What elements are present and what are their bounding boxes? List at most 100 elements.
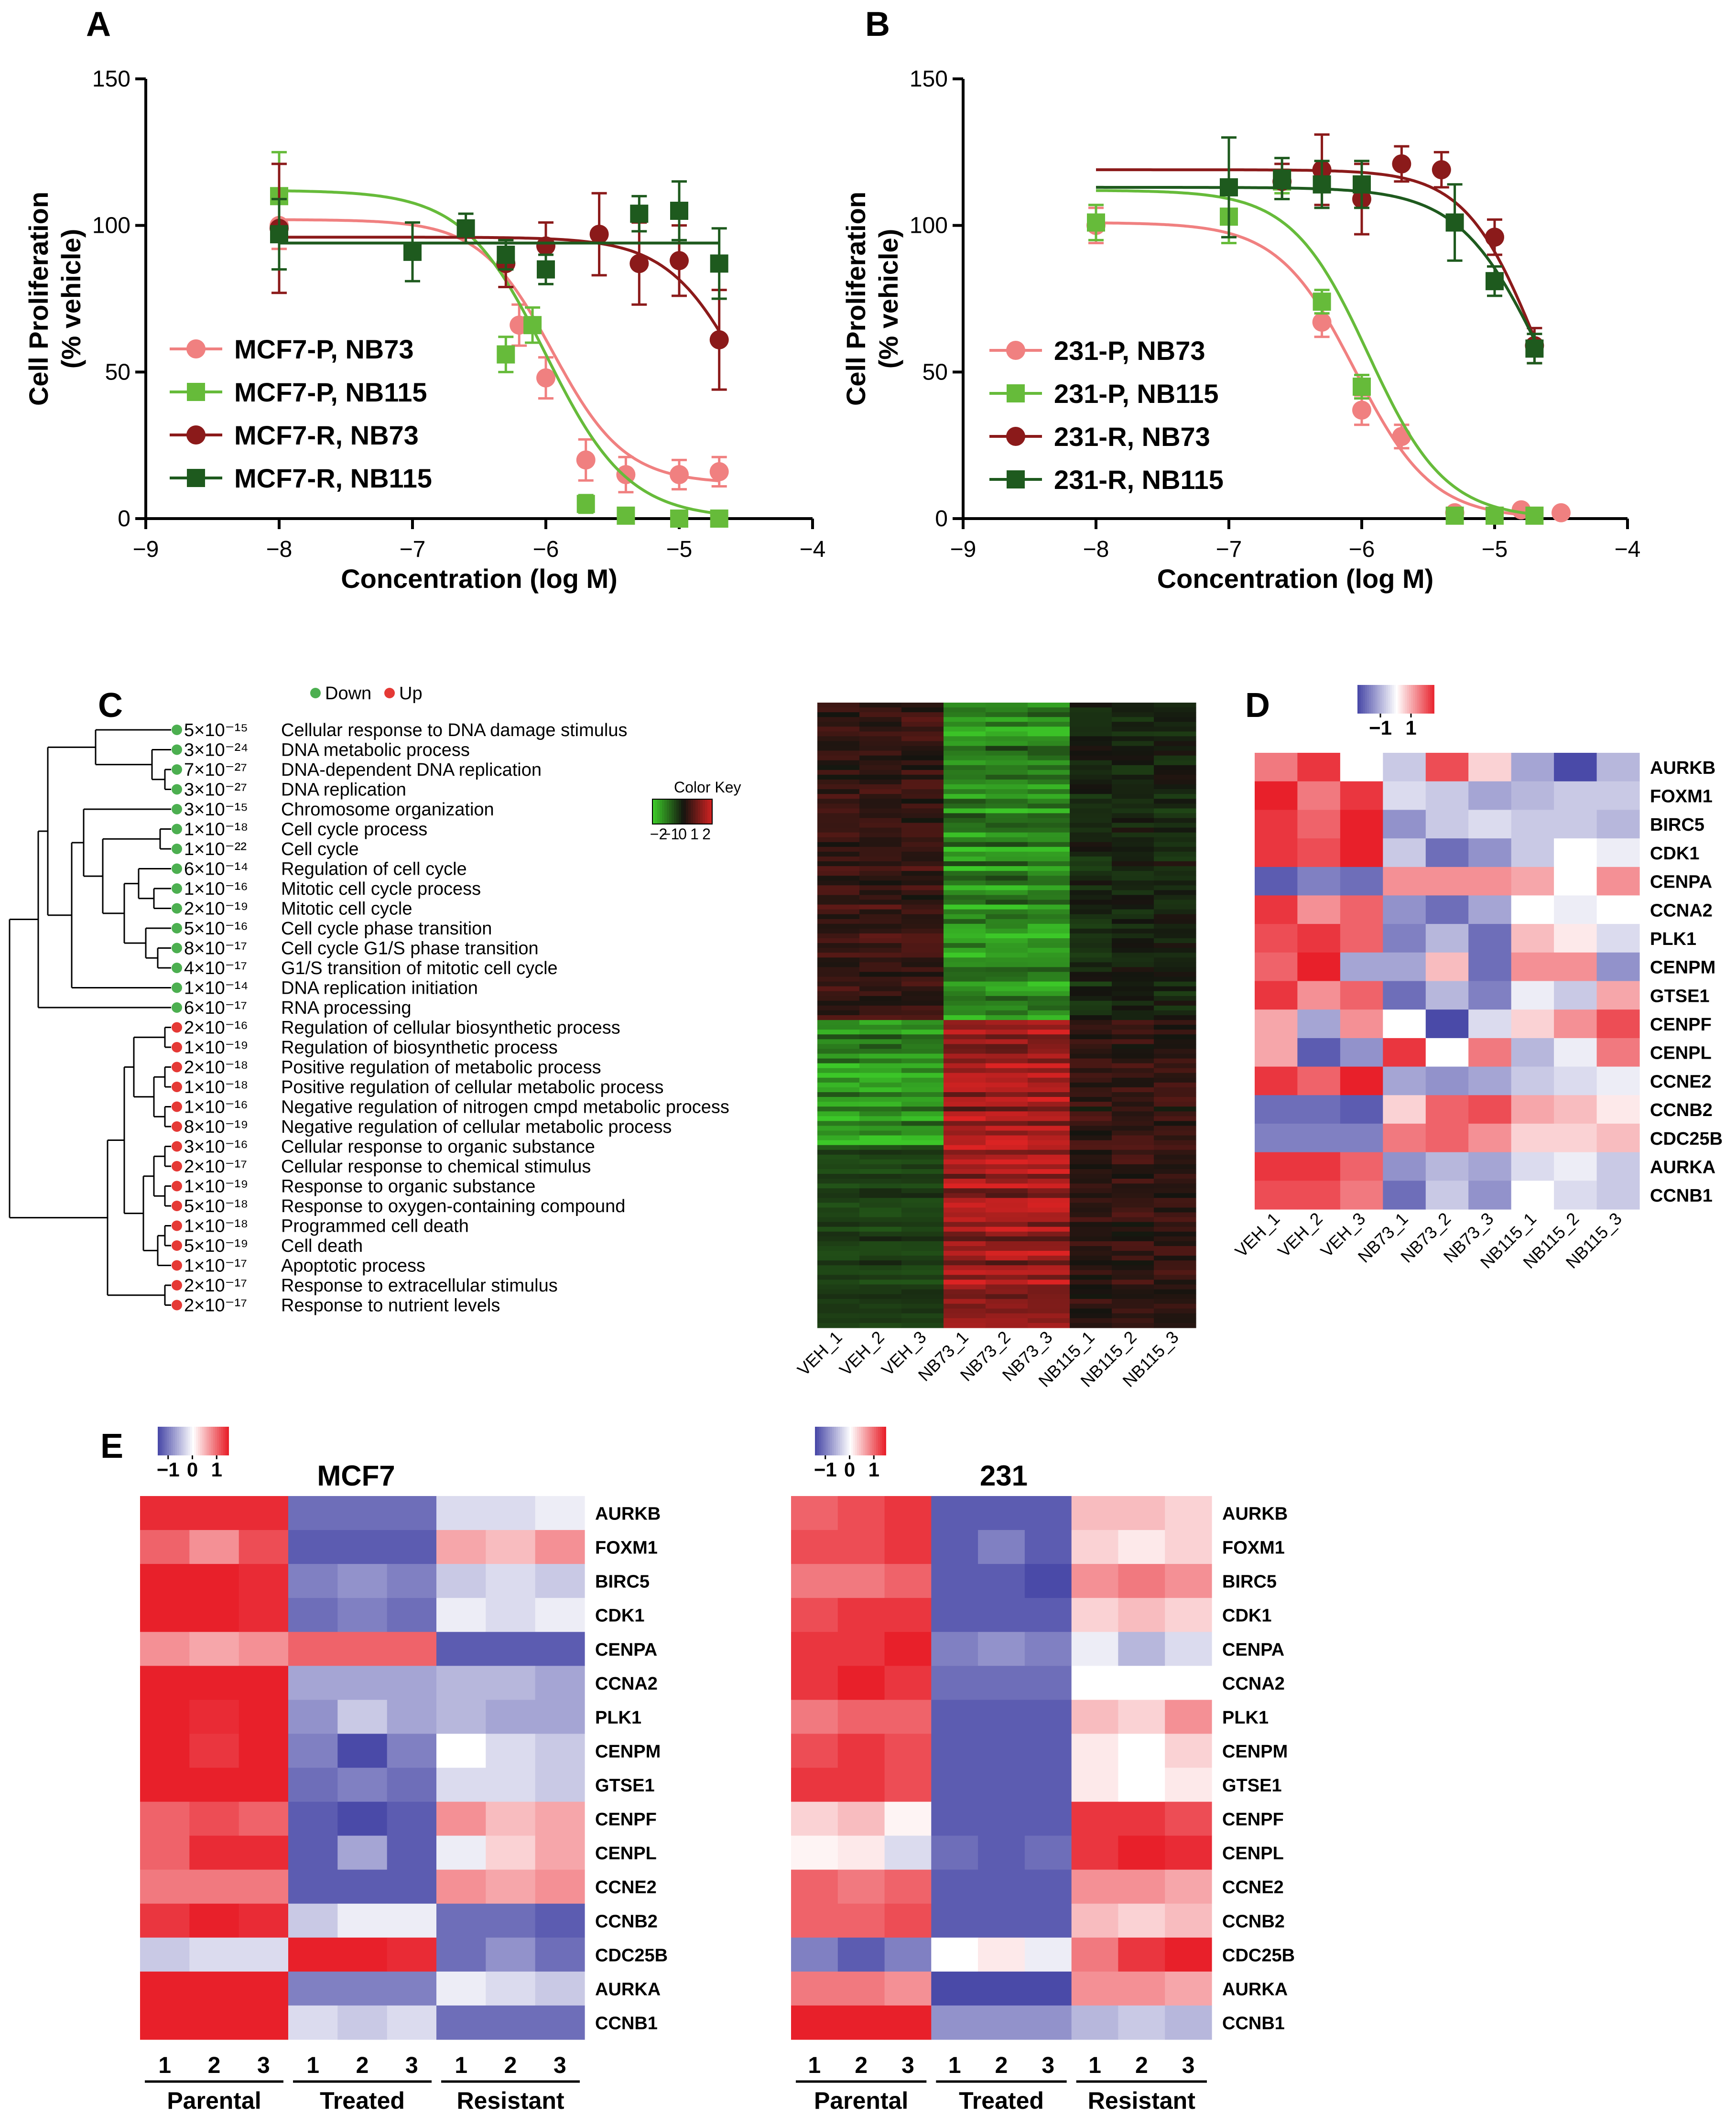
heat-cell [986, 755, 1028, 761]
heat-cell [859, 1053, 902, 1059]
heat-cell [140, 1869, 190, 1904]
go-term-label: Programmed cell death [281, 1216, 469, 1236]
heat-cell [1028, 861, 1070, 867]
heat-cell [1118, 1869, 1165, 1904]
heat-cell [944, 1097, 986, 1102]
color-key-swatch [838, 1427, 840, 1455]
go-term-dot [172, 1161, 182, 1171]
heat-cell [1070, 1299, 1112, 1304]
heat-cell [817, 1015, 860, 1020]
x-tick-label: −5 [666, 537, 693, 562]
heat-cell [1112, 1126, 1154, 1131]
heat-cell [901, 1150, 944, 1155]
heat-cell [1070, 1256, 1112, 1261]
heat-cell [1028, 1212, 1070, 1218]
heat-cell [1112, 746, 1154, 751]
heat-cell [1340, 981, 1383, 1010]
heat-cell [1154, 1198, 1196, 1203]
heat-cell [901, 1212, 944, 1218]
go-term-pvalue: 1×10⁻¹⁶ [184, 879, 248, 899]
heat-cell [1297, 1123, 1341, 1153]
heat-cell [1154, 1299, 1196, 1304]
heat-cell [1112, 1174, 1154, 1179]
heatmap-e-231: AURKBFOXM1BIRC5CDK1CENPACCNA2PLK1CENPMGT… [791, 1427, 1295, 2114]
heat-cell [986, 1217, 1028, 1223]
heat-cell [944, 1044, 986, 1050]
heat-cell [1024, 1937, 1072, 1972]
heat-cell [387, 1971, 437, 2006]
heat-cell [1596, 895, 1640, 924]
heat-cell [1154, 962, 1196, 967]
heat-cell [837, 1768, 885, 1802]
heat-cell [944, 1260, 986, 1266]
heat-cell [1024, 1700, 1072, 1735]
heat-cell [817, 736, 860, 742]
heat-cell [1071, 1768, 1119, 1802]
panel-letter-b: B [865, 5, 890, 43]
heat-cell [986, 928, 1028, 934]
heat-cell [986, 765, 1028, 770]
replicate-label: 2 [356, 2053, 369, 2078]
go-term-label: Chromosome organization [281, 800, 494, 820]
heat-cell [1112, 1121, 1154, 1127]
go-term-label: DNA-dependent DNA replication [281, 760, 542, 780]
heat-cell [239, 1734, 289, 1768]
heat-cell [859, 1030, 902, 1035]
heat-cell [1070, 1265, 1112, 1270]
data-point [670, 202, 688, 220]
heat-cell [859, 1140, 902, 1146]
heat-cell [1554, 781, 1597, 810]
heat-cell [337, 1801, 388, 1836]
heat-cell [1070, 871, 1112, 876]
go-term-label: Cell cycle G1/S phase transition [281, 939, 539, 959]
heat-cell [387, 1632, 437, 1666]
heat-cell [978, 1598, 1025, 1632]
heat-cell [1028, 707, 1070, 713]
heat-cell [1112, 1020, 1154, 1025]
heat-cell [1070, 736, 1112, 742]
heat-cell [901, 1020, 944, 1025]
go-term-dot [172, 784, 182, 795]
heat-cell [817, 972, 860, 977]
heat-cell [1028, 1039, 1070, 1044]
heat-cell [884, 1903, 932, 1938]
heat-cell [944, 866, 986, 871]
heat-cell [337, 1700, 388, 1735]
heat-cell [1511, 1095, 1554, 1124]
heat-cell [1554, 981, 1597, 1010]
heat-cell [1112, 1265, 1154, 1270]
heat-cell [1112, 1159, 1154, 1165]
heat-cell [1154, 885, 1196, 890]
heat-cell [901, 1025, 944, 1030]
heat-cell [387, 1768, 437, 1802]
heat-cell [791, 1903, 838, 1938]
heat-cell [901, 1174, 944, 1179]
heat-cell [901, 1087, 944, 1093]
heat-cell [1340, 1181, 1383, 1210]
heat-cell [944, 1005, 986, 1011]
gene-label: PLK1 [595, 1708, 641, 1728]
color-key-swatch [676, 799, 679, 824]
heat-cell [986, 1111, 1028, 1117]
heat-cell [817, 823, 860, 828]
heat-cell [189, 1835, 239, 1870]
heat-cell [1383, 1095, 1426, 1124]
gene-label: GTSE1 [595, 1776, 655, 1796]
heat-cell [1154, 1116, 1196, 1121]
color-key-swatch [1396, 685, 1398, 714]
heat-cell [1425, 1123, 1469, 1153]
heat-cell [1112, 1082, 1154, 1088]
heat-cell [986, 1299, 1028, 1304]
heat-cell [817, 1313, 860, 1319]
heat-cell [1112, 1073, 1154, 1078]
heat-cell [901, 1169, 944, 1174]
gene-label: CCNE2 [1222, 1877, 1284, 1898]
heat-cell [189, 1903, 239, 1938]
heat-cell [1297, 867, 1341, 896]
color-key-swatch [815, 1427, 817, 1455]
heat-cell [901, 857, 944, 862]
heat-cell [817, 750, 860, 756]
heatmap-d-cell-cycle: AURKBFOXM1BIRC5CDK1CENPACCNA2PLK1CENPMGT… [1231, 685, 1723, 1272]
data-point [710, 254, 728, 273]
heat-cell [1468, 952, 1512, 982]
